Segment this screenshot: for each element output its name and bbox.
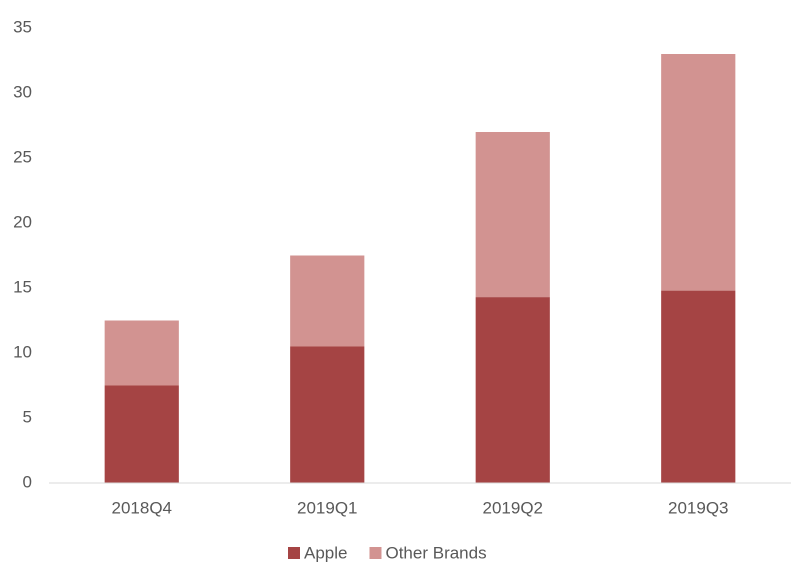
- y-tick-label: 10: [13, 342, 32, 361]
- bar-segment: [475, 132, 550, 298]
- bar-segment: [661, 290, 736, 483]
- x-tick-label: 2019Q3: [668, 498, 729, 517]
- bar-segment: [104, 320, 179, 386]
- y-tick-label: 35: [13, 17, 32, 36]
- x-tick-label: 2018Q4: [112, 498, 173, 517]
- legend-swatch: [369, 547, 382, 559]
- bar-segment: [104, 385, 179, 483]
- y-tick-label: 20: [13, 212, 32, 231]
- bar-segment: [661, 54, 736, 291]
- y-tick-label: 5: [23, 407, 32, 426]
- y-tick-label: 25: [13, 147, 32, 166]
- y-tick-label: 0: [23, 472, 32, 491]
- legend-swatch: [288, 547, 300, 559]
- y-tick-label: 15: [13, 277, 32, 296]
- bar-segment: [475, 297, 550, 483]
- x-tick-label: 2019Q1: [297, 498, 358, 517]
- bar-segment: [290, 255, 365, 347]
- bar-segment: [290, 346, 365, 483]
- legend-label: Other Brands: [385, 543, 486, 562]
- y-tick-label: 30: [13, 82, 32, 101]
- x-tick-label: 2019Q2: [483, 498, 544, 517]
- legend-label: Apple: [304, 543, 347, 562]
